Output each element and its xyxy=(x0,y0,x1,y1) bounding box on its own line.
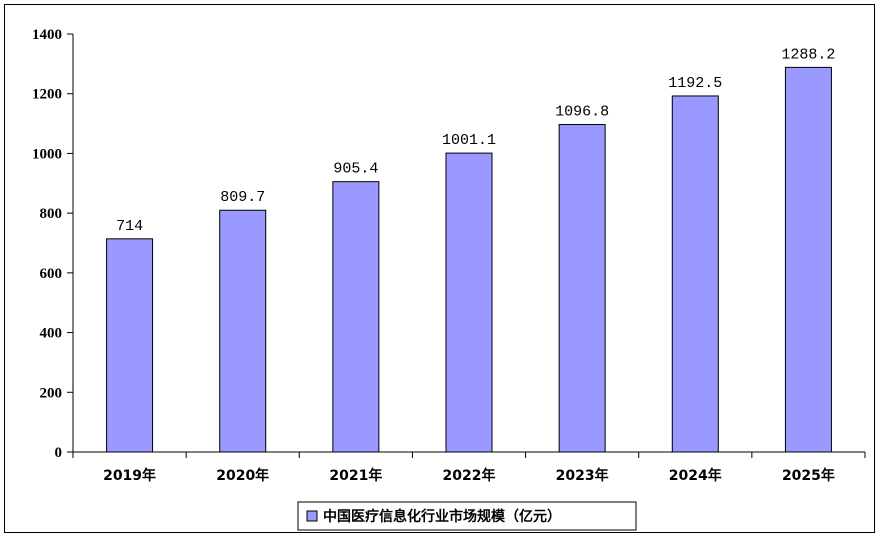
x-tick-label: 2020年 xyxy=(216,467,269,484)
bar xyxy=(106,238,154,453)
y-tick-label: 1400 xyxy=(32,27,62,43)
bar xyxy=(671,95,719,453)
data-label: 714 xyxy=(116,218,143,235)
data-label: 905.4 xyxy=(333,161,378,178)
bar xyxy=(558,124,606,453)
data-label: 1096.8 xyxy=(555,104,609,121)
y-tick-label: 200 xyxy=(40,385,63,401)
bar xyxy=(445,152,493,453)
legend-box xyxy=(297,501,637,531)
bar xyxy=(332,181,380,453)
x-tick-label: 2019年 xyxy=(103,467,156,484)
y-tick-label: 800 xyxy=(40,206,63,222)
data-label: 1192.5 xyxy=(668,75,722,92)
bar xyxy=(219,209,267,453)
x-tick-label: 2025年 xyxy=(782,467,835,484)
x-tick-label: 2023年 xyxy=(556,467,609,484)
y-tick-label: 600 xyxy=(40,266,63,282)
y-tick-label: 1200 xyxy=(32,87,62,103)
x-tick-label: 2022年 xyxy=(443,467,496,484)
x-tick-label: 2024年 xyxy=(669,467,722,484)
data-label: 1288.2 xyxy=(781,46,835,63)
y-tick-label: 400 xyxy=(40,326,63,342)
bar xyxy=(784,66,832,453)
x-tick-label: 2021年 xyxy=(329,467,382,484)
y-tick-label: 0 xyxy=(55,445,63,461)
data-label: 1001.1 xyxy=(442,132,496,149)
legend-label: 中国医疗信息化行业市场规模（亿元） xyxy=(323,508,561,525)
y-tick-label: 1000 xyxy=(32,146,62,162)
data-label: 809.7 xyxy=(220,189,265,206)
legend-swatch xyxy=(306,510,318,522)
